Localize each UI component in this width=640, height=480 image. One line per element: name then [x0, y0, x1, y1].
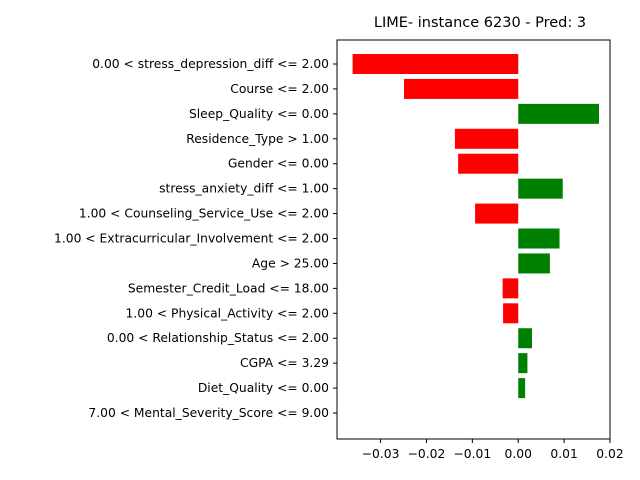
y-tick-label: stress_anxiety_diff <= 1.00	[159, 182, 329, 196]
x-tick-label: 0.00	[505, 447, 532, 461]
y-tick-label: Semester_Credit_Load <= 18.00	[128, 281, 329, 295]
y-tick-label: Gender <= 0.00	[228, 157, 329, 171]
bar	[403, 78, 519, 99]
bar	[352, 54, 519, 74]
chart-title: LIME- instance 6230 - Pred: 3	[374, 15, 586, 31]
plot-frame	[336, 39, 611, 440]
bar	[518, 103, 599, 124]
bar	[518, 178, 563, 199]
y-tick-label: 0.00 < Relationship_Status <= 2.00	[107, 331, 329, 345]
y-tick-label: Residence_Type > 1.00	[186, 132, 329, 146]
y-tick-label: 1.00 < Extracurricular_Involvement <= 2.…	[54, 232, 329, 246]
y-tick-label: Age > 25.00	[252, 256, 329, 270]
x-tick-label: 0.02	[596, 447, 623, 461]
bar	[454, 128, 519, 149]
y-tick-label: Sleep_Quality <= 0.00	[189, 107, 329, 121]
y-tick-label: 7.00 < Mental_Severity_Score <= 9.00	[88, 406, 329, 420]
y-tick-labels: 0.00 < stress_depression_diff <= 2.00 Cou…	[54, 57, 337, 420]
y-tick-label: Course <= 2.00	[230, 82, 329, 96]
x-tick-label: −0.03	[362, 447, 400, 461]
bar	[518, 353, 528, 374]
y-tick-label: 0.00 < stress_depression_diff <= 2.00	[92, 57, 329, 71]
bar	[518, 253, 550, 274]
bar	[502, 278, 519, 299]
x-tick-label: −0.01	[454, 447, 492, 461]
bar	[518, 328, 532, 349]
bar	[475, 203, 519, 224]
y-tick-label: 1.00 < Counseling_Service_Use <= 2.00	[79, 207, 329, 221]
x-tick-label: −0.02	[408, 447, 446, 461]
bar	[518, 228, 560, 249]
bar	[458, 153, 519, 174]
bar	[518, 378, 526, 399]
y-tick-label: Diet_Quality <= 0.00	[198, 381, 329, 395]
x-tick-label: 0.01	[550, 447, 577, 461]
bars-group	[352, 54, 599, 399]
y-tick-label: CGPA <= 3.29	[240, 356, 329, 370]
bar	[503, 303, 519, 324]
y-tick-label: 1.00 < Physical_Activity <= 2.00	[126, 306, 329, 320]
x-axis-ticks: −0.03 −0.02 −0.01 0.00 0.01 0.02	[362, 439, 624, 461]
